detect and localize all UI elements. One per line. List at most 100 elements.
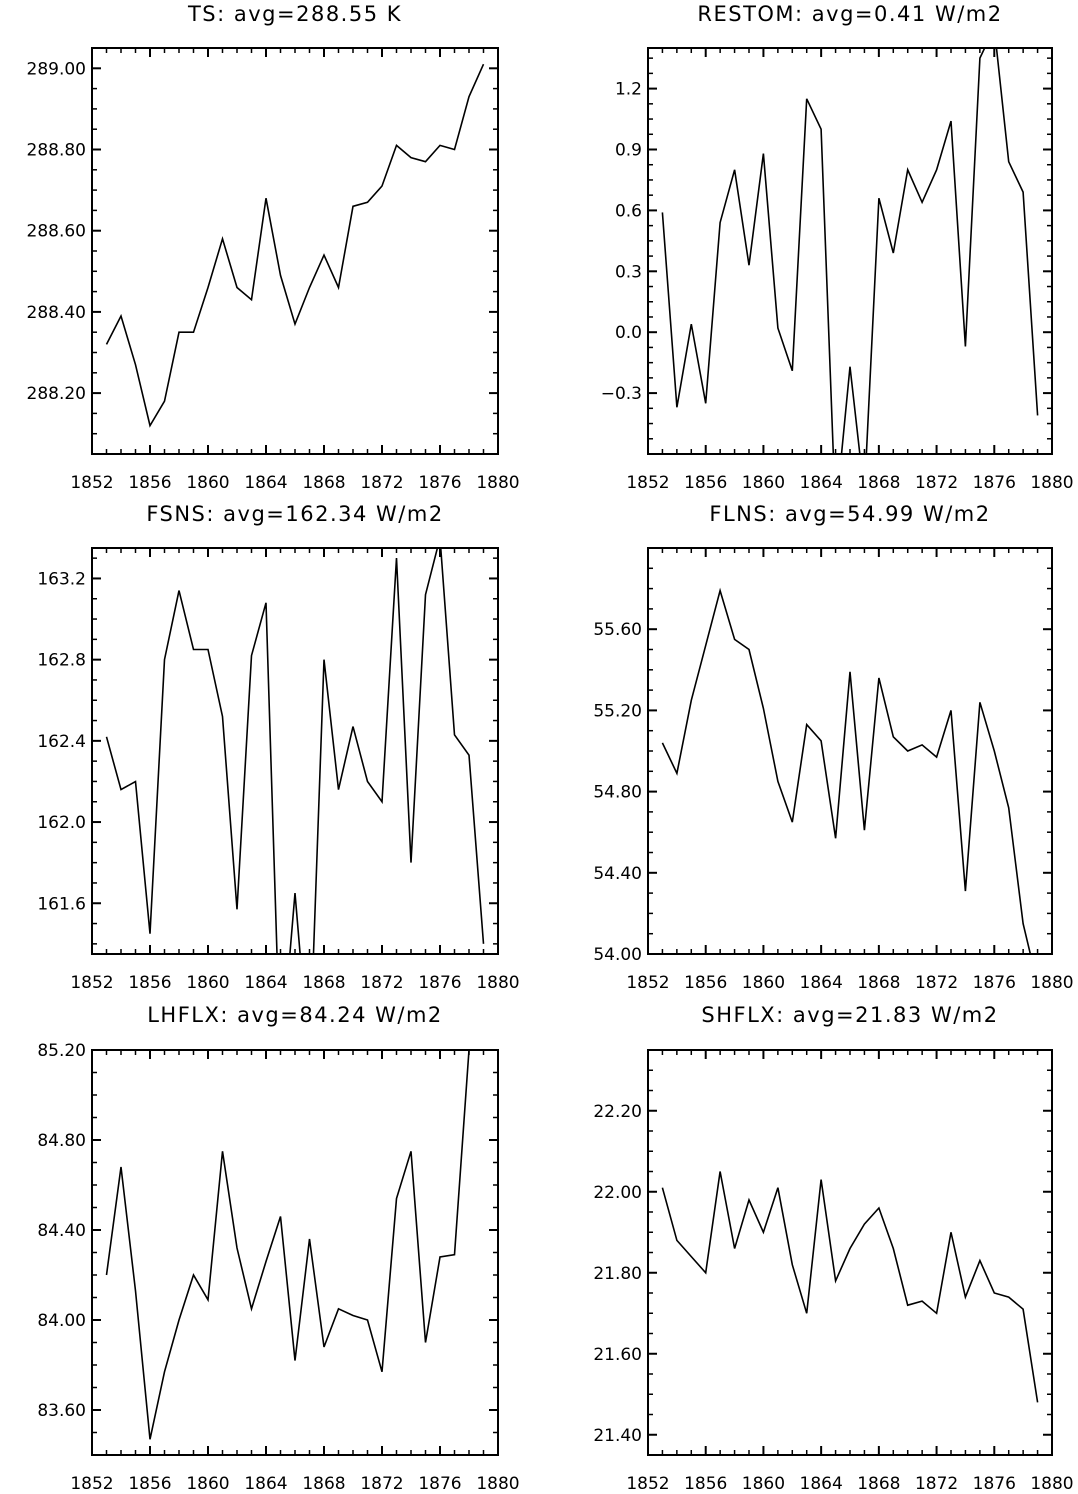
x-tick-label: 1856 xyxy=(684,973,727,993)
x-tick-label: 1868 xyxy=(302,473,345,493)
x-tick-label: 1868 xyxy=(302,1474,345,1494)
x-tick-label: 1876 xyxy=(973,473,1016,493)
x-tick-label: 1872 xyxy=(915,1474,958,1494)
x-tick-label: 1860 xyxy=(742,1474,785,1494)
x-tick-label: 1872 xyxy=(915,473,958,493)
x-tick-label: 1864 xyxy=(800,473,843,493)
y-tick-label: 22.20 xyxy=(593,1102,642,1122)
x-tick-label: 1868 xyxy=(857,473,900,493)
y-tick-label: 162.0 xyxy=(37,813,86,833)
series-line xyxy=(105,1050,470,1440)
y-tick-label: 288.60 xyxy=(27,222,86,242)
y-tick-label: 54.00 xyxy=(593,945,642,965)
y-tick-label: 85.20 xyxy=(37,1041,86,1061)
x-tick-label: 1856 xyxy=(128,973,171,993)
x-tick-label: 1864 xyxy=(244,973,287,993)
x-tick-label: 1880 xyxy=(476,1474,519,1494)
y-tick-label: 55.60 xyxy=(593,620,642,640)
x-tick-label: 1852 xyxy=(70,473,113,493)
x-tick-label: 1872 xyxy=(915,973,958,993)
plot-frame xyxy=(91,1049,499,1456)
x-tick-label: 1876 xyxy=(418,973,461,993)
x-tick-label: 1880 xyxy=(476,473,519,493)
y-tick-label: 163.2 xyxy=(37,569,86,589)
x-tick-label: 1860 xyxy=(742,973,785,993)
x-tick-label: 1860 xyxy=(186,473,229,493)
y-tick-label: 289.00 xyxy=(27,59,86,79)
x-tick-label: 1860 xyxy=(186,1474,229,1494)
y-tick-label: 0.3 xyxy=(615,262,642,282)
panel-ts: TS: avg=288.55 K 1852 1856 1860 1864 1868 187… xyxy=(27,2,520,493)
x-tick-label: 1852 xyxy=(626,1474,669,1494)
chart-title: FLNS: avg=54.99 W/m2 xyxy=(709,502,990,526)
y-tick-label: 0.9 xyxy=(615,141,642,161)
x-tick-label: 1880 xyxy=(1030,973,1073,993)
plot-frame xyxy=(647,47,1053,455)
x-tick-label: 1876 xyxy=(418,473,461,493)
y-tick-label: 162.4 xyxy=(37,732,86,752)
x-tick-label: 1852 xyxy=(70,1474,113,1494)
x-tick-label: 1856 xyxy=(128,473,171,493)
y-tick-label: 288.20 xyxy=(27,384,86,404)
x-tick-label: 1864 xyxy=(800,1474,843,1494)
series-line xyxy=(661,48,1039,454)
chart-title: FSNS: avg=162.34 W/m2 xyxy=(146,502,443,526)
x-tick-label: 1856 xyxy=(128,1474,171,1494)
x-tick-label: 1856 xyxy=(684,1474,727,1494)
y-tick-label: 21.60 xyxy=(593,1345,642,1365)
x-tick-label: 1872 xyxy=(360,973,403,993)
x-tick-label: 1868 xyxy=(857,973,900,993)
x-tick-label: 1860 xyxy=(186,973,229,993)
series-line xyxy=(105,548,485,954)
x-tick-label: 1876 xyxy=(973,973,1016,993)
panel-restom: RESTOM: avg=0.41 W/m2 1852 1856 1860 1864 18… xyxy=(601,2,1074,493)
panel-flns: FLNS: avg=54.99 W/m2 1852 1856 1860 1864 186… xyxy=(593,502,1073,993)
y-tick-label: 162.8 xyxy=(37,651,86,671)
chart-title: SHFLX: avg=21.83 W/m2 xyxy=(701,1003,998,1027)
panel-shflx: SHFLX: avg=21.83 W/m2 1852 1856 1860 1864 18… xyxy=(593,1003,1073,1494)
series-line xyxy=(105,63,485,428)
chart-title: LHFLX: avg=84.24 W/m2 xyxy=(147,1003,443,1027)
chart-title: TS: avg=288.55 K xyxy=(187,2,402,26)
x-tick-label: 1880 xyxy=(1030,1474,1073,1494)
panel-lhflx: LHFLX: avg=84.24 W/m2 1852 1856 1860 1864 18… xyxy=(37,1003,519,1494)
series-line xyxy=(661,1171,1039,1403)
y-tick-label: 83.60 xyxy=(37,1401,86,1421)
x-tick-label: 1880 xyxy=(1030,473,1073,493)
x-tick-label: 1876 xyxy=(418,1474,461,1494)
series-line xyxy=(661,587,1032,954)
y-tick-label: 84.80 xyxy=(37,1131,86,1151)
x-tick-label: 1872 xyxy=(360,1474,403,1494)
y-tick-label: −0.3 xyxy=(601,384,642,404)
x-tick-label: 1852 xyxy=(626,473,669,493)
x-tick-label: 1868 xyxy=(302,973,345,993)
x-tick-label: 1860 xyxy=(742,473,785,493)
plot-frame xyxy=(91,47,499,455)
y-tick-label: 21.40 xyxy=(593,1426,642,1446)
x-tick-label: 1864 xyxy=(800,973,843,993)
x-tick-label: 1856 xyxy=(684,473,727,493)
x-tick-label: 1868 xyxy=(857,1474,900,1494)
x-tick-label: 1852 xyxy=(626,973,669,993)
y-tick-label: 288.40 xyxy=(27,303,86,323)
y-tick-label: 55.20 xyxy=(593,701,642,721)
x-tick-label: 1864 xyxy=(244,473,287,493)
y-tick-label: 288.80 xyxy=(27,141,86,161)
y-tick-label: 1.2 xyxy=(615,80,642,100)
y-tick-label: 22.00 xyxy=(593,1183,642,1203)
y-tick-label: 0.6 xyxy=(615,201,642,221)
plot-frame xyxy=(647,547,1053,955)
y-tick-label: 84.00 xyxy=(37,1311,86,1331)
y-tick-label: 54.80 xyxy=(593,783,642,803)
x-tick-label: 1872 xyxy=(360,473,403,493)
panel-fsns: FSNS: avg=162.34 W/m2 1852 1856 1860 1864 18… xyxy=(37,502,519,993)
y-tick-label: 84.40 xyxy=(37,1221,86,1241)
x-tick-label: 1876 xyxy=(973,1474,1016,1494)
y-tick-label: 0.0 xyxy=(615,323,642,343)
x-tick-label: 1852 xyxy=(70,973,113,993)
x-tick-label: 1864 xyxy=(244,1474,287,1494)
x-tick-label: 1880 xyxy=(476,973,519,993)
chart-title: RESTOM: avg=0.41 W/m2 xyxy=(697,2,1002,26)
y-tick-label: 54.40 xyxy=(593,864,642,884)
